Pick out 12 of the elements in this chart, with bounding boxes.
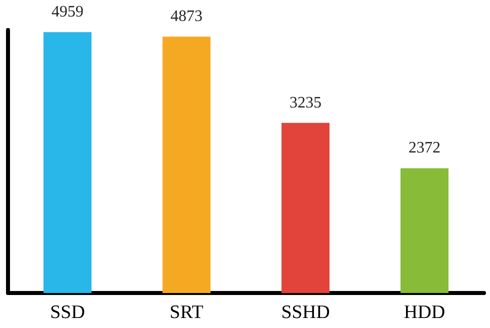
- data-label: 4873: [170, 8, 202, 26]
- x-tick-label: HDD: [404, 302, 446, 323]
- bar: [162, 36, 210, 293]
- data-label: 2372: [408, 140, 440, 157]
- data-label: 3235: [290, 94, 322, 112]
- x-tick-label: SSD: [50, 302, 85, 323]
- data-label: 4959: [52, 4, 84, 21]
- bar: [44, 32, 92, 293]
- bar: [400, 168, 448, 293]
- x-tick-label: SRT: [170, 302, 204, 323]
- x-tick-label: SSHD: [281, 302, 330, 323]
- bar: [282, 122, 330, 293]
